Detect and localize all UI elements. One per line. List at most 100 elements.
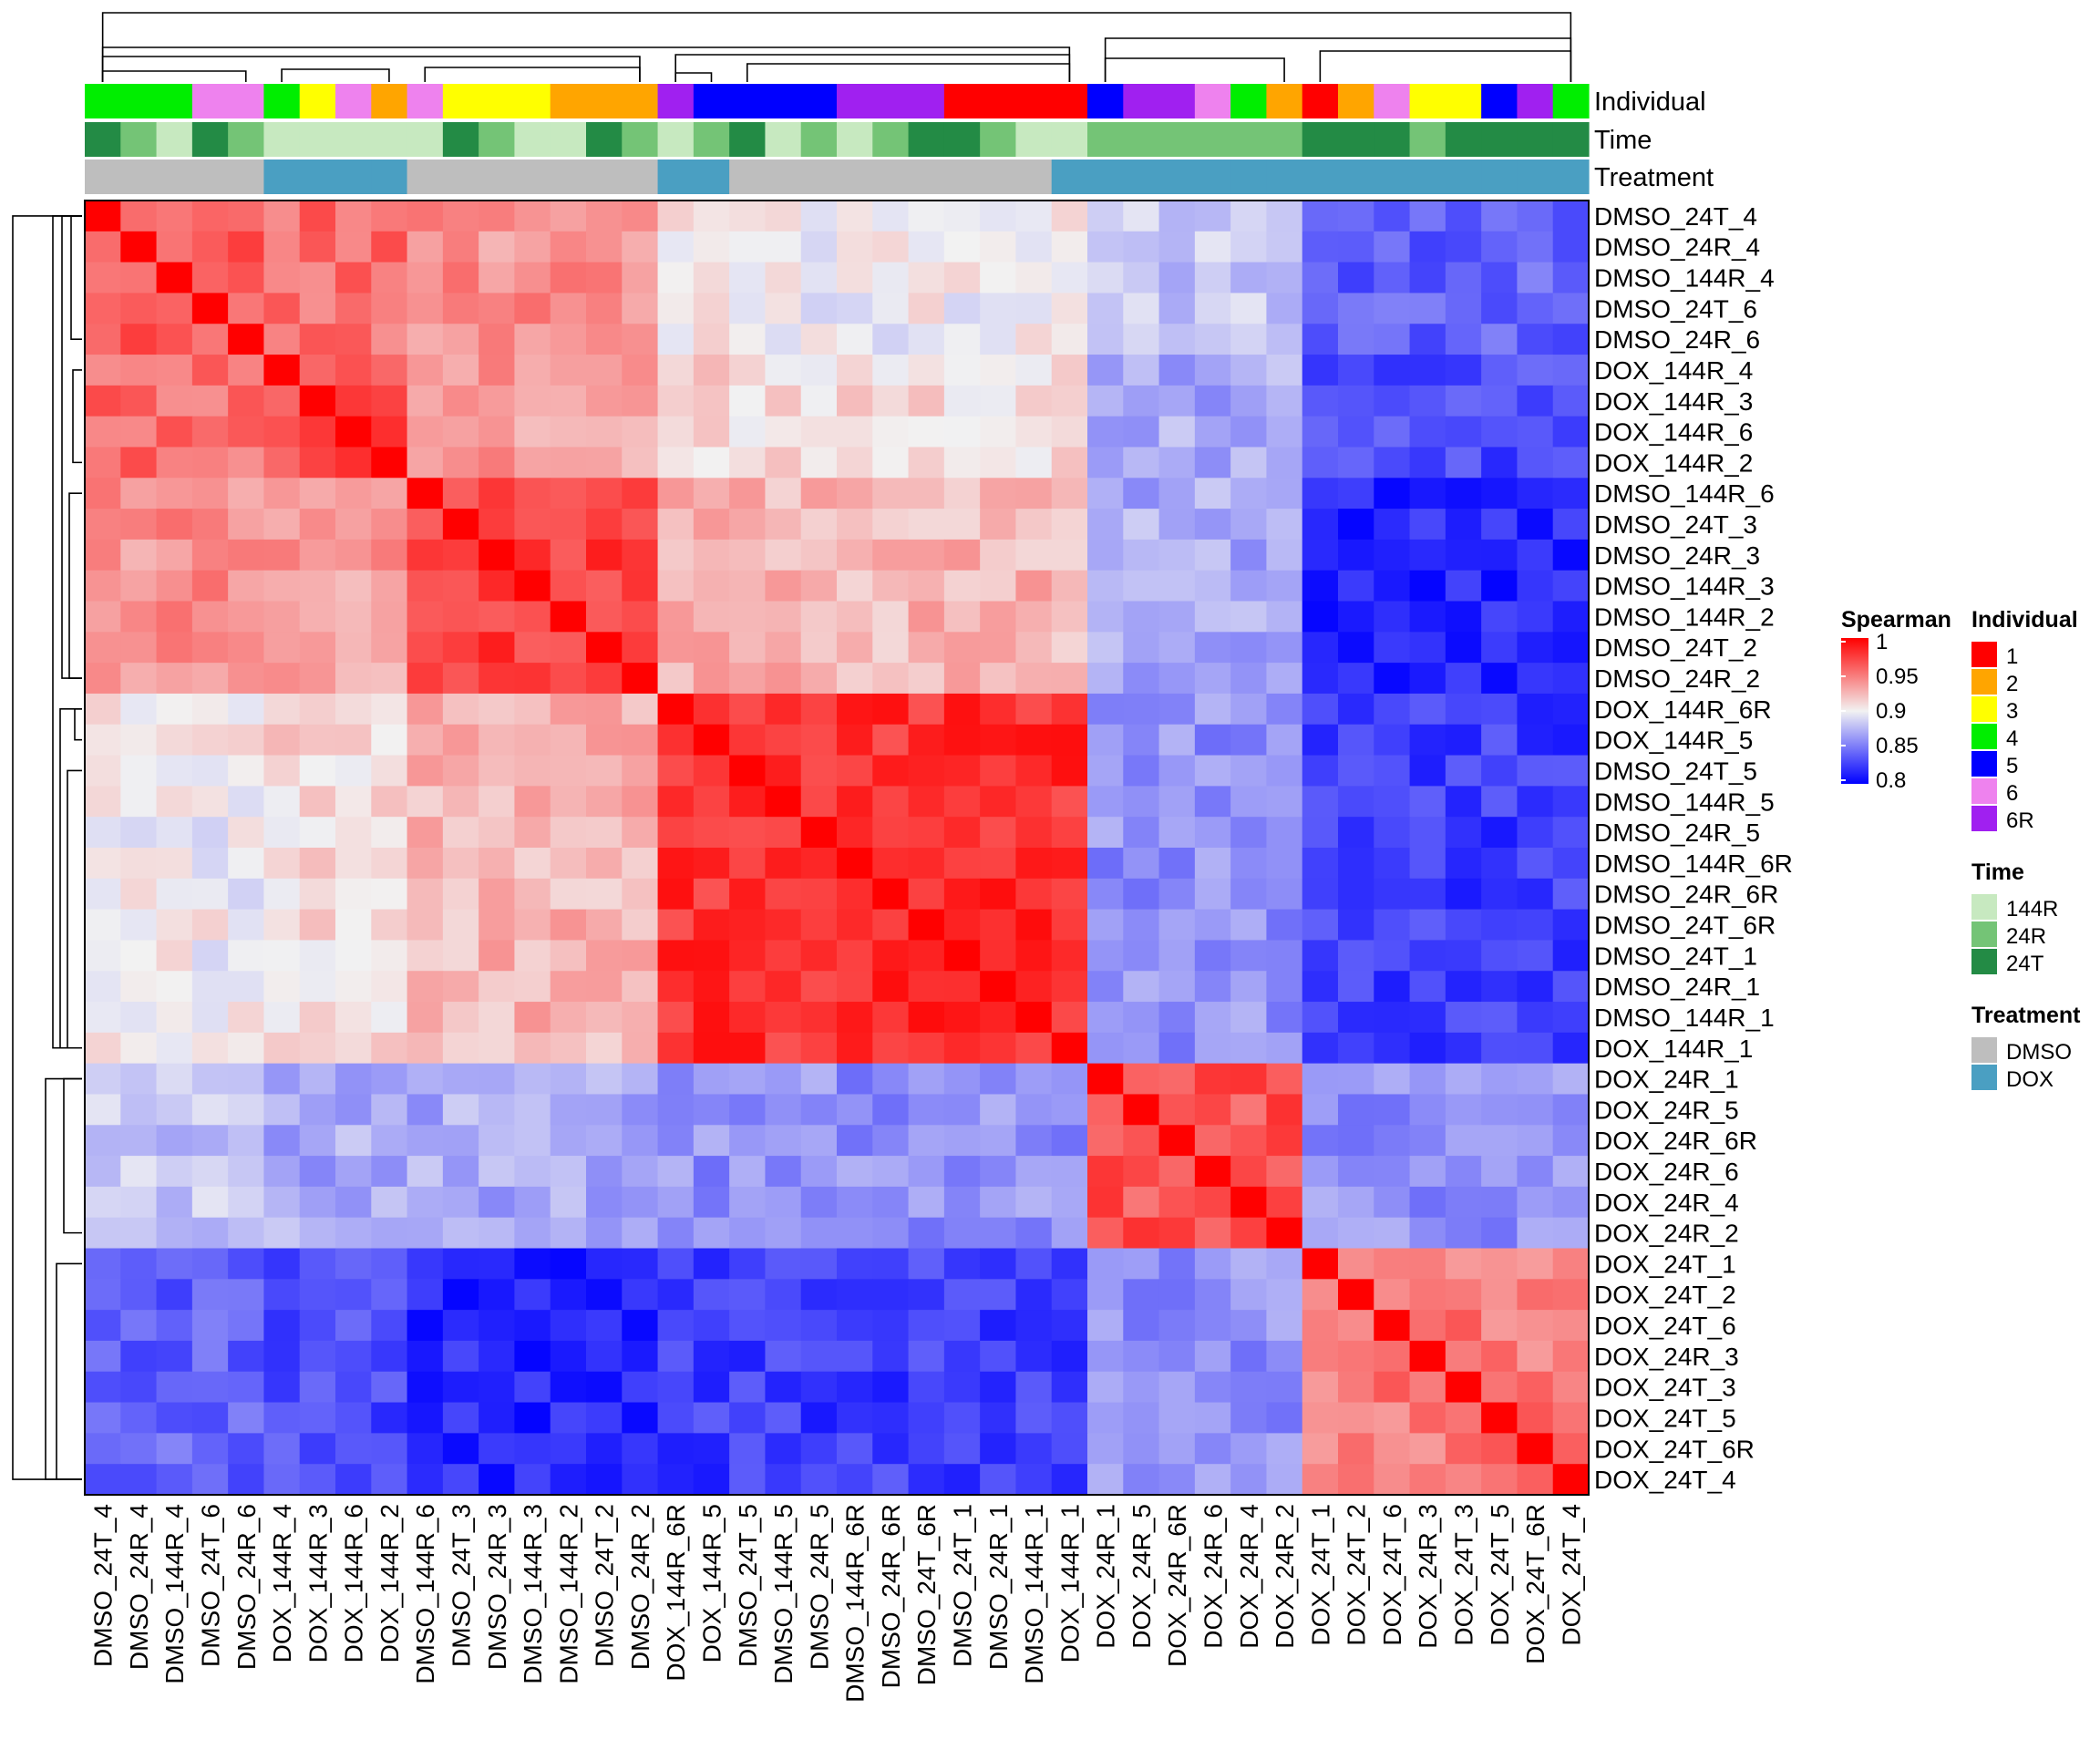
heatmap-cell	[1302, 1217, 1339, 1250]
heatmap-cell	[1374, 1002, 1411, 1034]
heatmap-cell	[622, 1094, 659, 1126]
heatmap-cell	[1158, 601, 1196, 633]
heatmap-cell	[191, 509, 229, 540]
row-label: DOX_144R_5	[1594, 726, 1753, 755]
heatmap-cell	[442, 1402, 479, 1434]
heatmap-cell	[191, 1125, 229, 1157]
heatmap-cell	[800, 755, 838, 787]
heatmap-cell	[657, 663, 695, 695]
heatmap-cell	[1481, 478, 1518, 510]
heatmap-cell	[299, 385, 336, 417]
heatmap-cell	[1123, 1464, 1160, 1496]
heatmap-cell	[335, 817, 372, 849]
row-label: DMSO_24T_6	[1594, 294, 1757, 323]
heatmap-cell	[299, 1156, 336, 1188]
heatmap-cell	[1266, 293, 1303, 324]
heatmap-cell	[1481, 878, 1518, 911]
heatmap-cell	[228, 1402, 265, 1434]
heatmap-cell	[263, 755, 301, 787]
heatmap-cell	[1087, 1464, 1124, 1496]
heatmap-cell	[335, 201, 372, 232]
heatmap-cell	[765, 1279, 802, 1311]
heatmap-cell	[156, 1248, 193, 1280]
heatmap-cell	[1409, 385, 1446, 417]
heatmap-cell	[335, 1032, 372, 1065]
heatmap-cell	[586, 1279, 623, 1311]
heatmap-cell	[693, 632, 730, 664]
row-label: DMSO_24R_4	[1594, 233, 1760, 262]
heatmap-cell	[120, 724, 158, 757]
heatmap-cell	[550, 509, 587, 540]
heatmap-cell	[407, 201, 444, 232]
row-label: DMSO_24R_2	[1594, 664, 1760, 693]
heatmap-cell	[1123, 1125, 1160, 1157]
heatmap-cell	[1194, 1032, 1231, 1065]
heatmap-cell	[622, 1248, 659, 1280]
heatmap-cell	[729, 1371, 767, 1404]
heatmap-cell	[693, 262, 730, 294]
heatmap-cell	[943, 262, 981, 294]
heatmap-cell	[85, 786, 121, 818]
heatmap-cell	[1481, 601, 1518, 633]
annotation-cell	[1230, 84, 1268, 118]
heatmap-cell	[263, 539, 301, 571]
heatmap-cell	[407, 570, 444, 602]
heatmap-cell	[1266, 663, 1303, 695]
heatmap-cell	[479, 724, 516, 757]
heatmap-cell	[371, 355, 408, 386]
heatmap-cell	[120, 1464, 158, 1496]
heatmap-cell	[442, 632, 479, 664]
heatmap-cell	[1481, 570, 1518, 602]
heatmap-cell	[1015, 355, 1053, 386]
heatmap-cell	[407, 909, 444, 942]
heatmap-cell	[407, 971, 444, 1003]
heatmap-cell	[335, 632, 372, 664]
heatmap-cell	[1409, 1248, 1446, 1280]
heatmap-cell	[479, 1156, 516, 1188]
annotation-cell	[1194, 84, 1231, 118]
heatmap-cell	[908, 539, 945, 571]
heatmap-cell	[693, 693, 730, 726]
heatmap-cell	[1087, 1032, 1124, 1065]
heatmap-cell	[263, 1002, 301, 1034]
heatmap-cell	[156, 724, 193, 757]
heatmap-cell	[85, 724, 121, 757]
heatmap-cell	[120, 231, 158, 263]
heatmap-cell	[1445, 1125, 1482, 1157]
heatmap-cell	[1230, 1156, 1268, 1188]
heatmap-cell	[1552, 1248, 1590, 1280]
heatmap-cell	[1015, 1433, 1053, 1465]
heatmap-cell	[908, 940, 945, 972]
heatmap-cell	[191, 201, 229, 232]
heatmap-cell	[1123, 848, 1160, 880]
column-label: DOX_24T_6R	[1521, 1504, 1549, 1664]
heatmap-cell	[479, 940, 516, 972]
heatmap-cell	[1123, 293, 1160, 324]
heatmap-cell	[120, 1279, 158, 1311]
heatmap-cell	[550, 293, 587, 324]
heatmap-cell	[1445, 1371, 1482, 1404]
heatmap-cell	[85, 1063, 121, 1096]
heatmap-cell	[550, 1464, 587, 1496]
heatmap-cell	[1552, 632, 1590, 664]
heatmap-cell	[1552, 570, 1590, 602]
heatmap-cell	[1445, 848, 1482, 880]
heatmap-cell	[1338, 632, 1374, 664]
heatmap-cell	[622, 693, 659, 726]
heatmap-cell	[1015, 1371, 1053, 1404]
heatmap-cell	[371, 231, 408, 263]
heatmap-cell	[1194, 1310, 1231, 1342]
heatmap-cell	[479, 385, 516, 417]
heatmap-cell	[514, 909, 551, 942]
heatmap-cell	[85, 909, 121, 942]
heatmap-cell	[263, 601, 301, 633]
heatmap-cell	[622, 786, 659, 818]
heatmap-cell	[1374, 416, 1411, 448]
annotation-cell	[191, 160, 229, 194]
heatmap-cell	[943, 632, 981, 664]
heatmap-border	[84, 200, 1590, 1496]
heatmap-cell	[1445, 539, 1482, 571]
heatmap-cell	[1481, 1063, 1518, 1096]
heatmap-cell	[299, 724, 336, 757]
heatmap-cell	[407, 786, 444, 818]
